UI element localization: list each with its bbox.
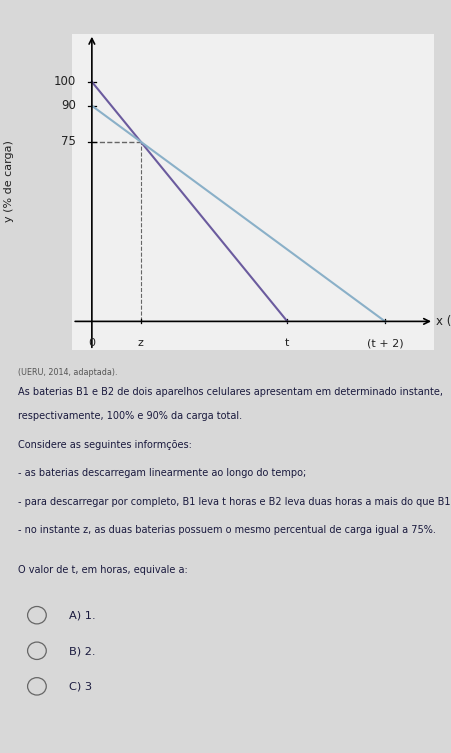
Text: Considere as seguintes informções:: Considere as seguintes informções: — [18, 440, 191, 450]
Text: - as baterias descarregam linearmente ao longo do tempo;: - as baterias descarregam linearmente ao… — [18, 468, 305, 478]
Text: 100: 100 — [54, 75, 76, 88]
Text: (t + 2): (t + 2) — [366, 338, 402, 348]
Text: t: t — [285, 338, 289, 348]
Text: C) 3: C) 3 — [69, 681, 92, 691]
Text: respectivamente, 100% e 90% da carga total.: respectivamente, 100% e 90% da carga tot… — [18, 411, 241, 421]
Text: x (horas): x (horas) — [435, 315, 451, 328]
Text: y (% de carga): y (% de carga) — [4, 140, 14, 221]
Text: 0: 0 — [88, 338, 95, 348]
Text: - no instante z, as duas baterias possuem o mesmo percentual de carga igual a 75: - no instante z, as duas baterias possue… — [18, 525, 435, 535]
Text: A) 1.: A) 1. — [69, 611, 95, 620]
Text: As baterias B1 e B2 de dois aparelhos celulares apresentam em determinado instan: As baterias B1 e B2 de dois aparelhos ce… — [18, 388, 442, 398]
Text: - para descarregar por completo, B1 leva t horas e B2 leva duas horas a mais do : - para descarregar por completo, B1 leva… — [18, 496, 451, 507]
Text: 75: 75 — [61, 136, 76, 148]
Text: B) 2.: B) 2. — [69, 646, 95, 656]
Text: z: z — [138, 338, 143, 348]
Text: 90: 90 — [61, 99, 76, 112]
Text: (UERU, 2014, adaptada).: (UERU, 2014, adaptada). — [18, 367, 117, 376]
Text: O valor de t, em horas, equivale a:: O valor de t, em horas, equivale a: — [18, 565, 187, 575]
